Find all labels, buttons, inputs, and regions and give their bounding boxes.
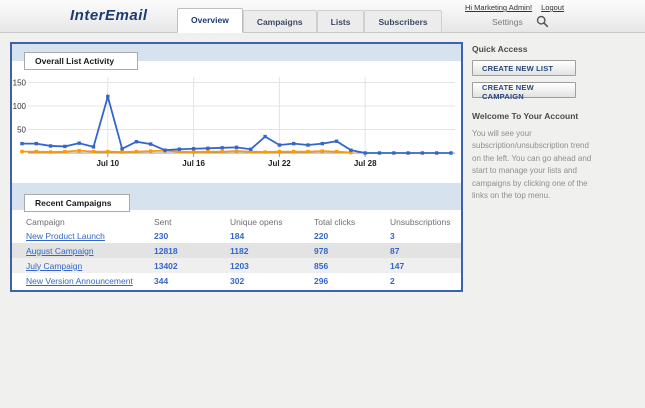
settings-row: Settings bbox=[492, 15, 549, 28]
settings-link[interactable]: Settings bbox=[492, 16, 523, 27]
main-nav-tabs: Overview Campaigns Lists Subscribers bbox=[177, 8, 442, 33]
tab-campaigns[interactable]: Campaigns bbox=[242, 10, 317, 33]
unsubscriptions-cell: 2 bbox=[390, 275, 395, 286]
campaign-cell: July Campaign bbox=[12, 258, 154, 273]
svg-text:Jul 28: Jul 28 bbox=[354, 159, 377, 168]
sidebar: Quick Access CREATE NEW LIST CREATE NEW … bbox=[472, 44, 604, 202]
table-row: August Campaign 12818 1182 978 87 bbox=[12, 243, 461, 258]
campaign-link[interactable]: New Version Announcement bbox=[26, 275, 133, 286]
app-header: InterEmail Overview Campaigns Lists Subscri… bbox=[0, 0, 645, 33]
svg-text:Jul 10: Jul 10 bbox=[96, 159, 119, 168]
svg-text:100: 100 bbox=[13, 102, 27, 111]
total_clicks-cell: 978 bbox=[314, 243, 390, 258]
dashboard-panel: 50 100 150 Jul 10 Jul 16 Jul 22 Jul 28 Overall… bbox=[10, 42, 463, 292]
welcome-text: You will see your subscription/unsubscri… bbox=[472, 129, 592, 200]
unsubscriptions-cell: 3 bbox=[390, 230, 395, 241]
sent-cell: 230 bbox=[154, 230, 169, 241]
svg-text:Jul 22: Jul 22 bbox=[268, 159, 291, 168]
unique_opens-cell: 1182 bbox=[230, 243, 314, 258]
unsubscriptions-cell: 147 bbox=[390, 258, 461, 273]
unsubscriptions-cell: 87 bbox=[390, 243, 461, 258]
table-row: New Product Launch 230 184 220 3 bbox=[12, 228, 461, 243]
search-icon[interactable] bbox=[536, 15, 549, 28]
account-links: Hi Marketing Admin! Logout bbox=[465, 3, 564, 12]
welcome-title: Welcome To Your Account bbox=[472, 111, 579, 121]
unique_opens-cell: 184 bbox=[230, 230, 245, 241]
tab-lists[interactable]: Lists bbox=[316, 10, 365, 33]
campaign-link[interactable]: July Campaign bbox=[26, 260, 83, 271]
column-header: Sent bbox=[154, 216, 172, 227]
recent-campaigns-table: Campaign Sent Unique opens Total clicks Unsu… bbox=[12, 215, 461, 288]
campaigns-section-title: Recent Campaigns bbox=[24, 194, 130, 212]
tab-subscribers[interactable]: Subscribers bbox=[364, 10, 442, 33]
quick-access-title: Quick Access bbox=[472, 44, 528, 54]
table-header-row: Campaign Sent Unique opens Total clicks Unsu… bbox=[12, 215, 461, 228]
table-row: July Campaign 13402 1203 856 147 bbox=[12, 258, 461, 273]
create-new-campaign-button[interactable]: CREATE NEW CAMPAIGN bbox=[472, 82, 576, 101]
campaign-cell: New Version Announcement bbox=[12, 273, 154, 288]
unique_opens-cell: 302 bbox=[230, 275, 245, 286]
create-new-list-button[interactable]: CREATE NEW LIST bbox=[472, 60, 576, 76]
svg-text:50: 50 bbox=[17, 126, 26, 135]
column-header: Total clicks bbox=[314, 216, 356, 227]
table-row: New Version Announcement 344 302 296 2 bbox=[12, 273, 461, 288]
logout-link[interactable]: Logout bbox=[541, 3, 565, 12]
column-header: Campaign bbox=[26, 216, 65, 227]
campaign-link[interactable]: New Product Launch bbox=[26, 230, 105, 241]
app-logo: InterEmail bbox=[70, 7, 148, 24]
sent-cell: 344 bbox=[154, 275, 169, 286]
column-header: Unsubscriptions bbox=[390, 216, 451, 227]
campaign-cell: August Campaign bbox=[12, 243, 154, 258]
user-greeting-link[interactable]: Hi Marketing Admin! bbox=[465, 3, 533, 12]
chart-section-title: Overall List Activity bbox=[24, 52, 138, 70]
campaign-link[interactable]: August Campaign bbox=[26, 245, 94, 256]
total_clicks-cell: 856 bbox=[314, 258, 390, 273]
svg-text:150: 150 bbox=[13, 79, 27, 88]
svg-text:Jul 16: Jul 16 bbox=[182, 159, 205, 168]
sent-cell: 12818 bbox=[154, 243, 230, 258]
sent-cell: 13402 bbox=[154, 258, 230, 273]
campaigns-section: Campaign Sent Unique opens Total clicks Unsu… bbox=[12, 210, 461, 290]
total_clicks-cell: 220 bbox=[314, 230, 329, 241]
total_clicks-cell: 296 bbox=[314, 275, 329, 286]
chart-section: 50 100 150 Jul 10 Jul 16 Jul 22 Jul 28 bbox=[12, 61, 461, 183]
campaign-cell: New Product Launch bbox=[12, 228, 154, 243]
list-activity-chart: 50 100 150 Jul 10 Jul 16 Jul 22 Jul 28 bbox=[13, 77, 455, 168]
column-header: Unique opens bbox=[230, 216, 283, 227]
unique_opens-cell: 1203 bbox=[230, 258, 314, 273]
tab-overview[interactable]: Overview bbox=[177, 8, 243, 33]
